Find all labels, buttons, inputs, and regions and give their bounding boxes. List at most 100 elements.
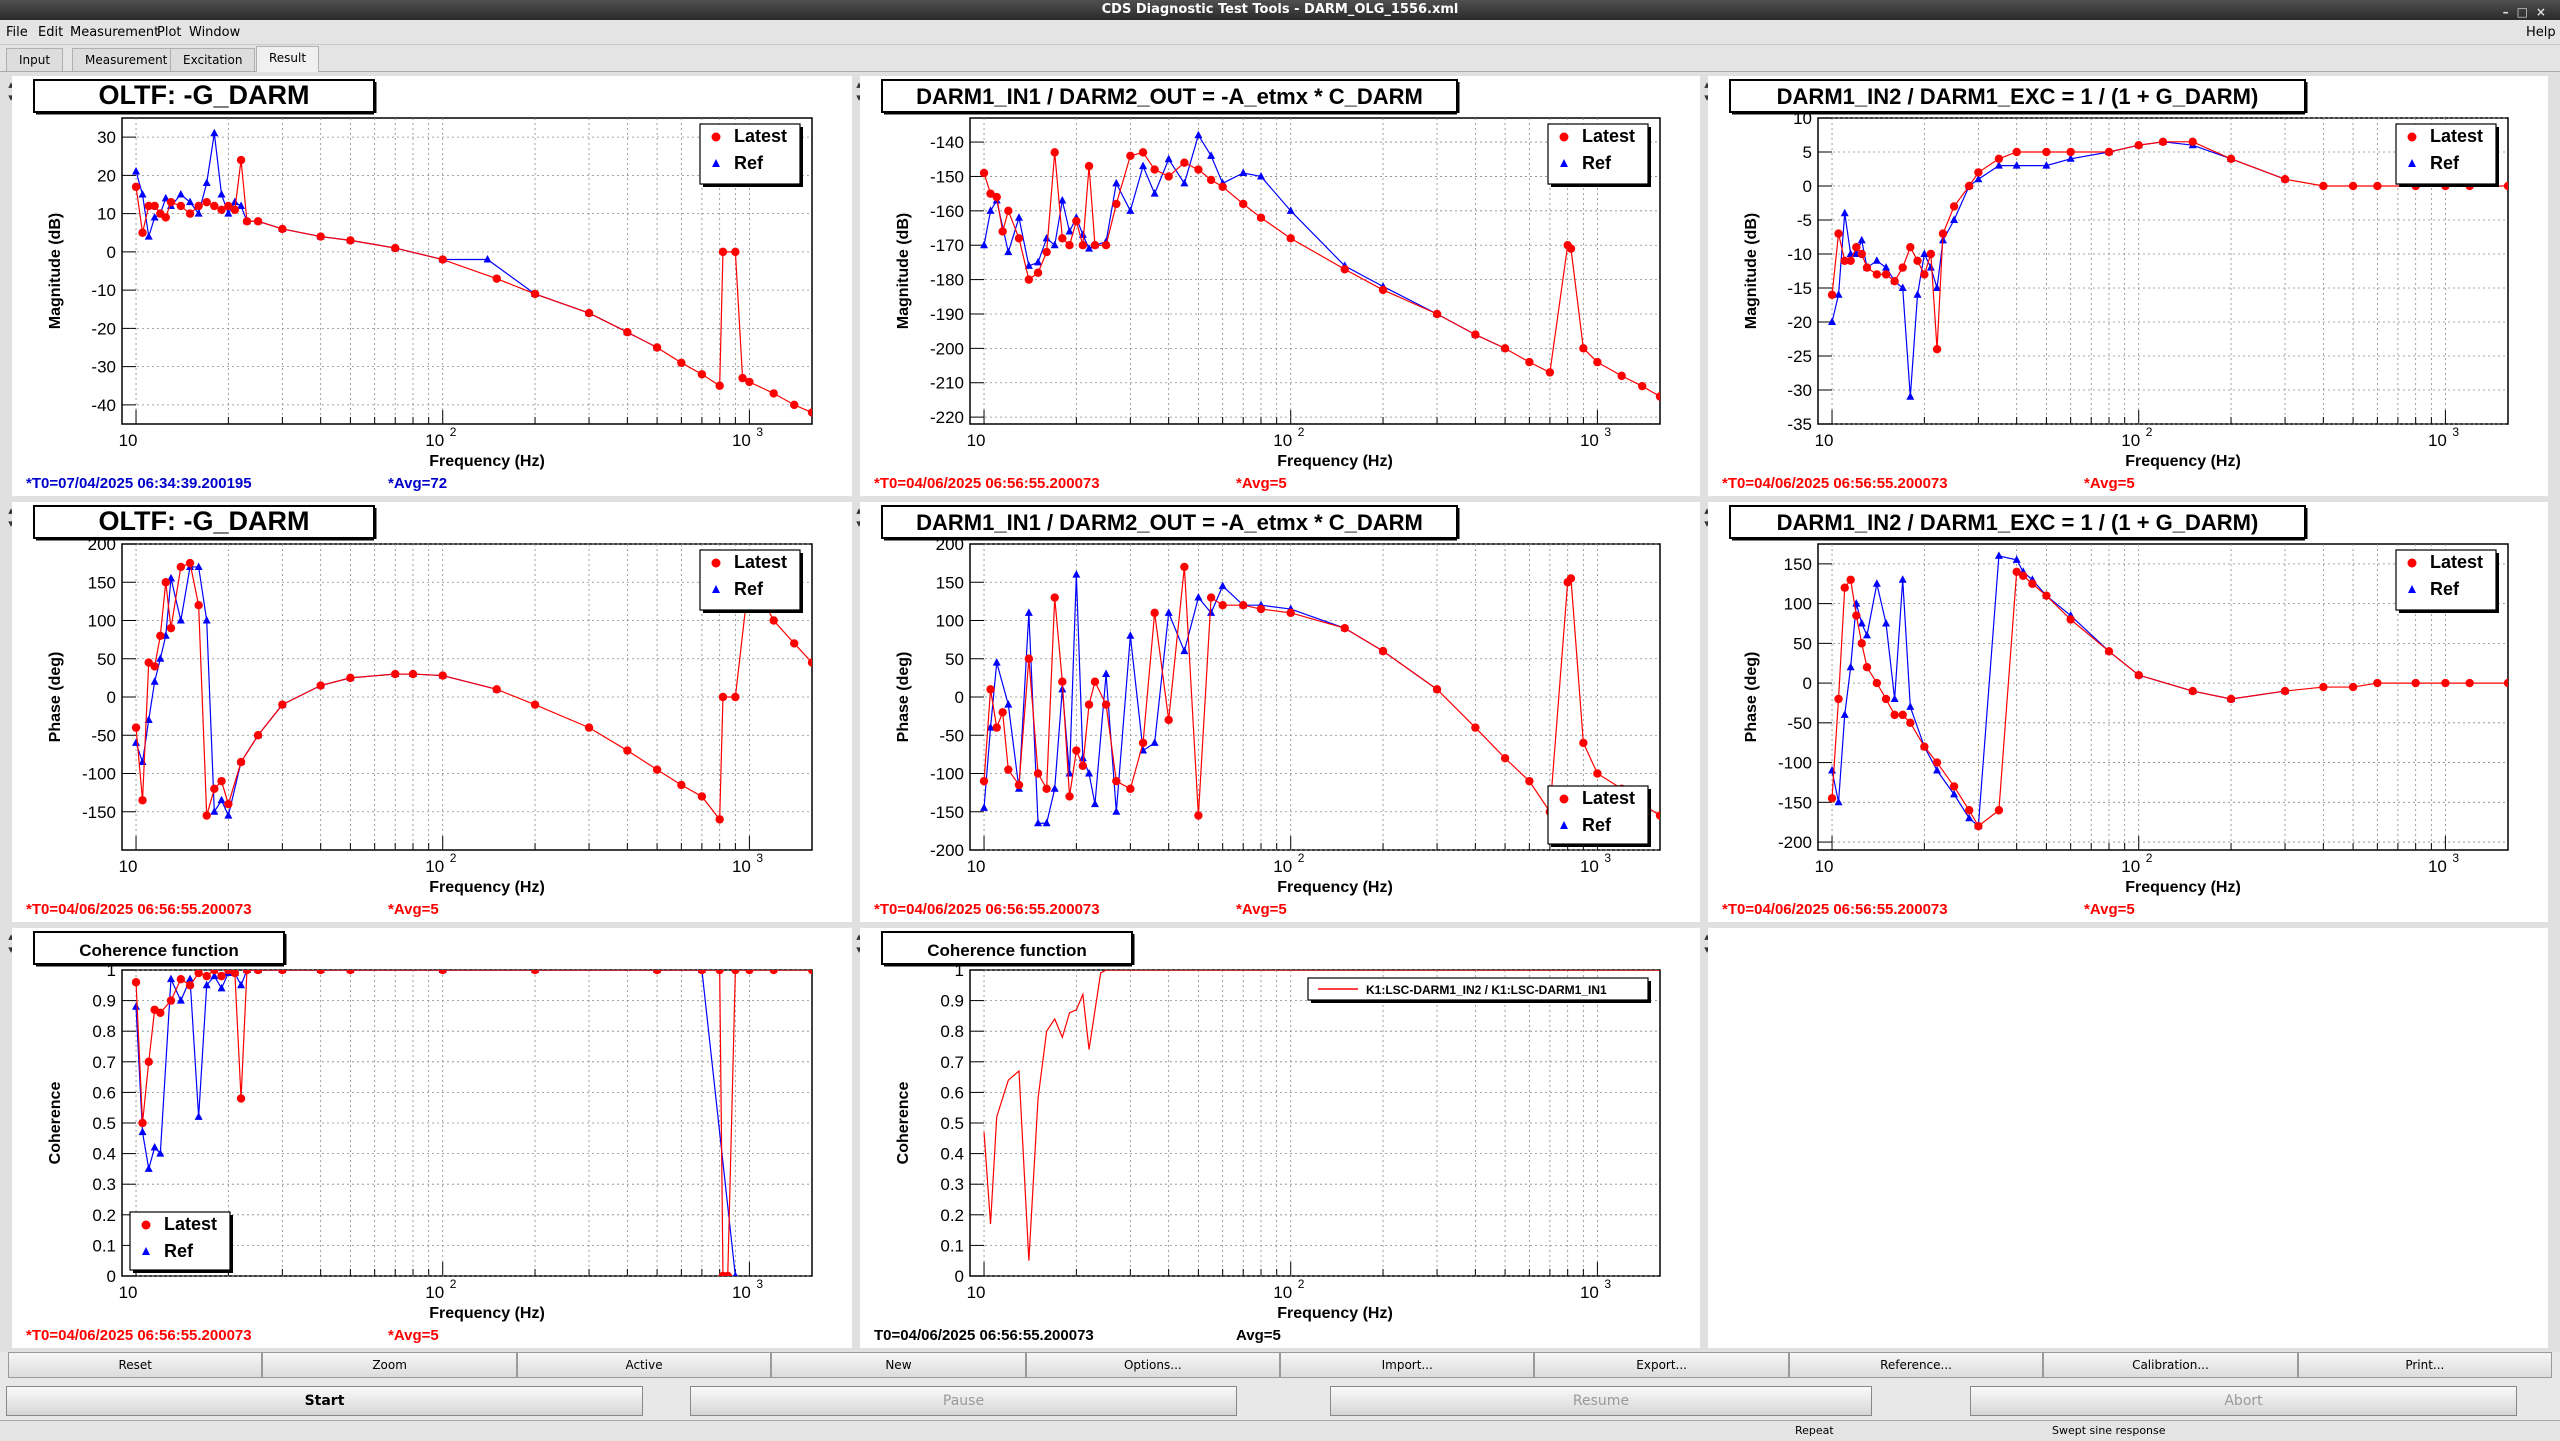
- latest-point: [1500, 754, 1510, 763]
- x-tick-exponent: 2: [450, 425, 457, 439]
- menu-plot[interactable]: Plot: [157, 25, 182, 40]
- reset-button[interactable]: Reset: [8, 1352, 263, 1378]
- ref-point: [224, 209, 233, 217]
- latest-point: [807, 970, 812, 975]
- start-button[interactable]: Start: [6, 1386, 643, 1416]
- latest-point: [230, 970, 240, 978]
- panel-scroll-arrows[interactable]: ▴ ▾: [8, 930, 14, 956]
- legend-label: Ref: [734, 153, 764, 173]
- plot-panel-2[interactable]: DARM1_IN1 / DARM2_OUT = -A_etmx * C_DARM…: [860, 76, 1700, 496]
- panel-scroll-arrows[interactable]: ▴ ▾: [1704, 78, 1710, 104]
- y-tick-label: 0: [107, 688, 116, 707]
- tab-measurement[interactable]: Measurement: [72, 48, 181, 71]
- x-tick-label: 10: [119, 1283, 138, 1302]
- plot-panel-6[interactable]: DARM1_IN2 / DARM1_EXC = 1 / (1 + G_DARM)…: [1708, 502, 2548, 922]
- plot-svg[interactable]: DARM1_IN2 / DARM1_EXC = 1 / (1 + G_DARM)…: [1708, 502, 2548, 922]
- legend[interactable]: Latest Ref: [1547, 785, 1651, 847]
- latest-point: [1890, 710, 1899, 720]
- y-tick-label: 10: [1793, 109, 1812, 128]
- legend[interactable]: Latest Ref: [2395, 549, 2499, 613]
- latest-point: [731, 970, 740, 975]
- window-titlebar: CDS Diagnostic Test Tools - DARM_OLG_155…: [0, 0, 2560, 20]
- print-button[interactable]: Print...: [2297, 1352, 2553, 1378]
- latest-point: [2066, 615, 2075, 624]
- latest-point: [2280, 175, 2290, 184]
- new-button[interactable]: New: [771, 1352, 1026, 1378]
- calibration-button[interactable]: Calibration...: [2043, 1352, 2298, 1378]
- legend[interactable]: Latest Ref: [2395, 123, 2499, 187]
- avg-count: *Avg=5: [1236, 901, 1287, 918]
- plot-panel-7[interactable]: Coherence function 10 10 2 10 3 1 0.9 0.8 0.7 0.6 0…: [12, 928, 852, 1348]
- plot-svg[interactable]: Coherence function 10 10 2 10 3 1 0.9 0.8 0.7 0.6 0…: [860, 928, 1700, 1348]
- window-controls[interactable]: –□×: [2502, 5, 2554, 19]
- panel-scroll-arrows[interactable]: ▴ ▾: [1704, 504, 1710, 530]
- ref-point: [1085, 244, 1094, 252]
- plot-svg[interactable]: OLTF: -G_DARM 10 10 2 10 3 200 150 100 50 0 -50 -100…: [12, 502, 852, 922]
- tab-result[interactable]: Result: [256, 46, 320, 72]
- menu-measurement[interactable]: Measurement: [70, 25, 160, 40]
- plot-panel-9[interactable]: [1708, 928, 2548, 1348]
- reference-button[interactable]: Reference...: [1788, 1352, 2044, 1378]
- panel-scroll-arrows[interactable]: ▴ ▾: [856, 78, 862, 104]
- y-tick-label: -100: [930, 765, 964, 784]
- latest-point: [230, 205, 240, 214]
- latest-point: [2280, 686, 2290, 696]
- latest-point: [1593, 769, 1602, 778]
- y-tick-label: 50: [1793, 634, 1812, 653]
- resume-button[interactable]: Resume: [1330, 1386, 1872, 1416]
- title-box: [881, 79, 1458, 113]
- panel-scroll-arrows[interactable]: ▴ ▾: [1704, 930, 1710, 956]
- y-tick-label: 0.8: [92, 1022, 116, 1041]
- zoom-button[interactable]: Zoom: [262, 1352, 517, 1378]
- latest-point: [1164, 172, 1173, 181]
- x-tick-label: 10: [119, 857, 138, 876]
- latest-point: [224, 799, 233, 809]
- ref-point: [210, 807, 219, 815]
- panel-scroll-arrows[interactable]: ▴ ▾: [8, 504, 14, 530]
- plot-svg[interactable]: DARM1_IN2 / DARM1_EXC = 1 / (1 + G_DARM)…: [1708, 76, 2548, 496]
- legend[interactable]: K1:LSC-DARM1_IN2 / K1:LSC-DARM1_IN1: [1307, 977, 1651, 1003]
- legend[interactable]: Latest Ref: [1547, 123, 1651, 187]
- legend-label: Latest: [734, 552, 787, 572]
- options-button[interactable]: Options...: [1025, 1352, 1281, 1378]
- plot-panel-4[interactable]: OLTF: -G_DARM 10 10 2 10 3 200 150 100 50 0 -50 -100…: [12, 502, 852, 922]
- latest-point: [1617, 371, 1626, 381]
- legend[interactable]: Latest Ref: [129, 1211, 233, 1273]
- avg-count: *Avg=5: [388, 901, 439, 918]
- plot-panel-1[interactable]: OLTF: -G_DARM 10 10 2 10 3 30 20 10 0 -10 -20 -30 -40…: [12, 76, 852, 496]
- menu-edit[interactable]: Edit: [38, 25, 64, 40]
- tab-input[interactable]: Input: [6, 48, 64, 71]
- latest-point: [176, 562, 186, 572]
- panel-scroll-arrows[interactable]: ▴ ▾: [8, 78, 14, 104]
- legend[interactable]: Latest Ref: [699, 549, 803, 613]
- x-tick-label: 10: [425, 857, 444, 876]
- latest-point: [998, 708, 1007, 717]
- abort-button[interactable]: Abort: [1970, 1386, 2517, 1416]
- y-axis-label: Magnitude (dB): [1743, 213, 1760, 329]
- plot-svg[interactable]: Coherence function 10 10 2 10 3 1 0.9 0.8 0.7 0.6 0…: [12, 928, 852, 1348]
- ref-point: [1846, 662, 1855, 671]
- menu-help[interactable]: Help: [2526, 25, 2556, 40]
- plot-panel-3[interactable]: DARM1_IN2 / DARM1_EXC = 1 / (1 + G_DARM)…: [1708, 76, 2548, 496]
- plot-svg[interactable]: DARM1_IN1 / DARM2_OUT = -A_etmx * C_DARM…: [860, 502, 1700, 922]
- legend[interactable]: Latest Ref: [699, 123, 803, 187]
- ref-point: [732, 1271, 738, 1276]
- panel-scroll-arrows[interactable]: ▴ ▾: [856, 930, 862, 956]
- plot-panel-8[interactable]: Coherence function 10 10 2 10 3 1 0.9 0.8 0.7 0.6 0…: [860, 928, 1700, 1348]
- y-tick-label: -15: [1787, 279, 1812, 298]
- tab-excitation[interactable]: Excitation: [170, 48, 256, 71]
- menu-file[interactable]: File: [6, 25, 28, 40]
- plot-panel-5[interactable]: DARM1_IN1 / DARM2_OUT = -A_etmx * C_DARM…: [860, 502, 1700, 922]
- plot-svg[interactable]: DARM1_IN1 / DARM2_OUT = -A_etmx * C_DARM…: [860, 76, 1700, 496]
- active-button[interactable]: Active: [516, 1352, 772, 1378]
- export-button[interactable]: Export...: [1534, 1352, 1789, 1378]
- plot-svg[interactable]: OLTF: -G_DARM 10 10 2 10 3 30 20 10 0 -10 -20 -30 -40…: [12, 76, 852, 496]
- panel-scroll-arrows[interactable]: ▴ ▾: [856, 504, 862, 530]
- latest-point: [1906, 243, 1915, 252]
- ref-point: [1150, 189, 1159, 197]
- menu-window[interactable]: Window: [189, 25, 241, 40]
- pause-button[interactable]: Pause: [690, 1386, 1237, 1416]
- latest-point: [1862, 662, 1872, 672]
- latest-point: [1065, 792, 1074, 801]
- import-button[interactable]: Import...: [1280, 1352, 1535, 1378]
